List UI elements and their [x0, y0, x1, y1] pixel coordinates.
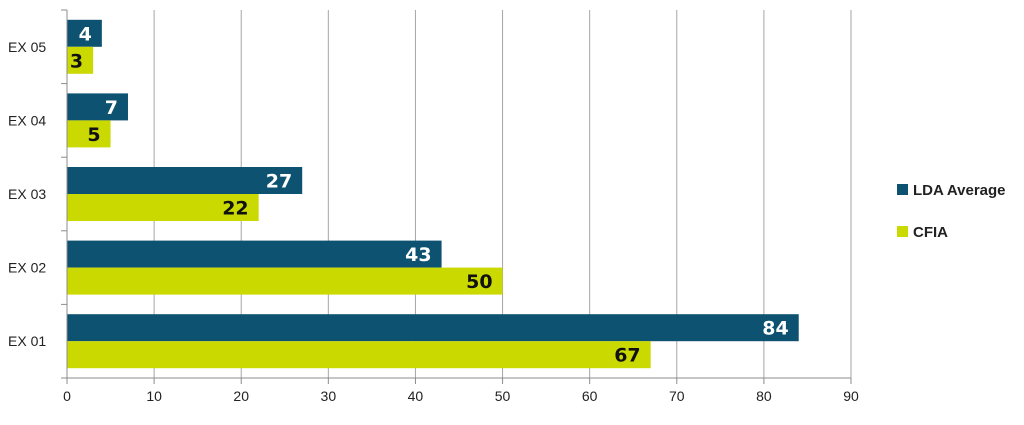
data-label: 22 [222, 198, 248, 220]
data-label: 84 [762, 318, 788, 340]
bar-cfia-ex-01 [67, 341, 651, 369]
legend-swatch [897, 226, 908, 237]
x-tick-label: 10 [146, 388, 162, 404]
data-label: 67 [614, 345, 640, 367]
x-tick-label: 40 [408, 388, 424, 404]
bar-lda-average-ex-03 [67, 167, 303, 194]
data-label: 43 [405, 244, 431, 266]
bar-lda-average-ex-05 [67, 19, 102, 47]
category-label: EX 01 [8, 333, 46, 349]
data-label: 5 [87, 124, 100, 146]
data-label: 4 [79, 23, 92, 45]
bar-cfia-ex-05 [67, 46, 94, 74]
x-tick-label: 50 [495, 388, 511, 404]
x-tick-label: 0 [63, 388, 71, 404]
x-tick-label: 80 [756, 388, 772, 404]
x-tick-label: 20 [233, 388, 249, 404]
bar-lda-average-ex-04 [67, 93, 128, 121]
data-label: 3 [70, 50, 83, 72]
legend-swatch [897, 184, 908, 195]
bar-lda-average-ex-02 [67, 240, 442, 268]
data-label: 50 [466, 271, 492, 293]
category-label: EX 02 [8, 260, 46, 276]
bar-cfia-ex-02 [67, 267, 503, 295]
x-tick-label: 60 [582, 388, 598, 404]
legend-label: LDA Average [913, 182, 1006, 199]
x-tick-label: 30 [321, 388, 337, 404]
category-label: EX 05 [8, 39, 46, 55]
bar-cfia-ex-04 [67, 120, 111, 148]
axes-group: 0 10 20 30 40 50 60 70 80 90 EX 01 EX 02 EX 03 EX 04 E… [8, 9, 859, 404]
x-tick-label: 70 [669, 388, 685, 404]
legend-label: CFIA [913, 224, 948, 241]
category-label: EX 04 [8, 112, 46, 128]
legend: LDA Average CFIA [897, 182, 1006, 241]
grid-lines [153, 10, 852, 378]
x-tick-label: 90 [843, 388, 859, 404]
bar-lda-average-ex-01 [67, 314, 799, 342]
data-label: 27 [266, 171, 292, 193]
bar-cfia-ex-03 [67, 194, 259, 221]
data-label: 7 [105, 97, 118, 119]
category-label: EX 03 [8, 186, 46, 202]
